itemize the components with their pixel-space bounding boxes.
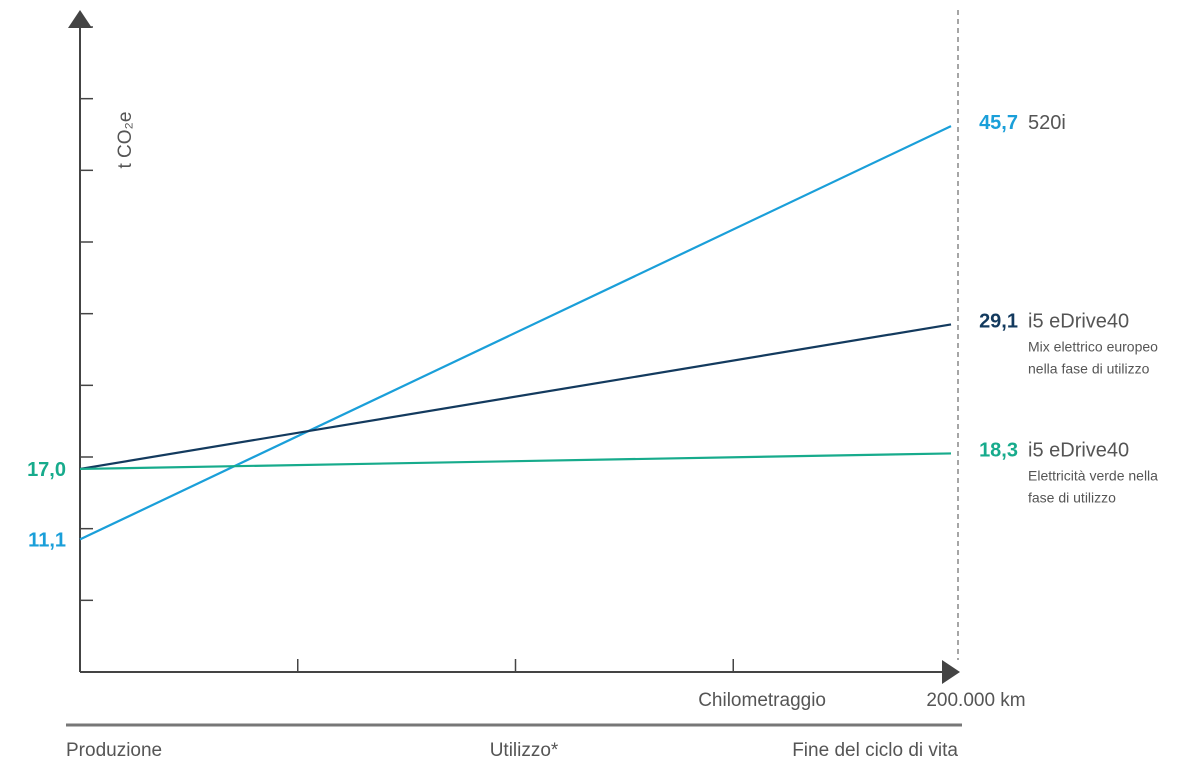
- series-subtitle-2: fase di utilizzo: [1028, 489, 1116, 505]
- phase-end-of-life: Fine del ciclo di vita: [792, 740, 958, 761]
- series-line-1: [79, 323, 952, 471]
- start-value-label-2: 17,0: [27, 459, 66, 481]
- series-name-label-1: i5 eDrive40: [1028, 310, 1129, 332]
- series-name-label-0: 520i: [1028, 112, 1066, 134]
- x-axis-arrow: [942, 660, 960, 684]
- end-value-label-0: 45,7: [979, 112, 1018, 134]
- start-value-label-0: 11,1: [28, 529, 66, 551]
- series-name-label-2: i5 eDrive40: [1028, 439, 1129, 461]
- series-subtitle-1: Mix elettrico europeo: [1028, 338, 1158, 354]
- y-axis-ticks: [80, 26, 93, 602]
- x-axis-end-label: 200.000 km: [926, 690, 1025, 711]
- phase-production: Produzione: [66, 740, 162, 761]
- end-value-label-2: 18,3: [979, 439, 1018, 461]
- phase-use: Utilizzo*: [490, 740, 559, 761]
- series-labels: 11,1 45,7 520i 29,1 i5 eDrive40 Mix elettrico…: [27, 112, 1158, 551]
- series-line-0: [79, 125, 952, 541]
- y-axis-arrow: [68, 10, 92, 28]
- series-line-2: [79, 452, 952, 471]
- x-axis-ticks: [297, 659, 734, 672]
- series-subtitle-1: nella fase di utilizzo: [1028, 360, 1150, 376]
- x-axis-label: Chilometraggio: [698, 690, 826, 711]
- series-lines: [79, 125, 952, 541]
- series-subtitle-2: Elettricità verde nella: [1028, 467, 1158, 483]
- end-value-label-1: 29,1: [979, 310, 1018, 332]
- y-axis-label: t CO₂e: [115, 112, 136, 169]
